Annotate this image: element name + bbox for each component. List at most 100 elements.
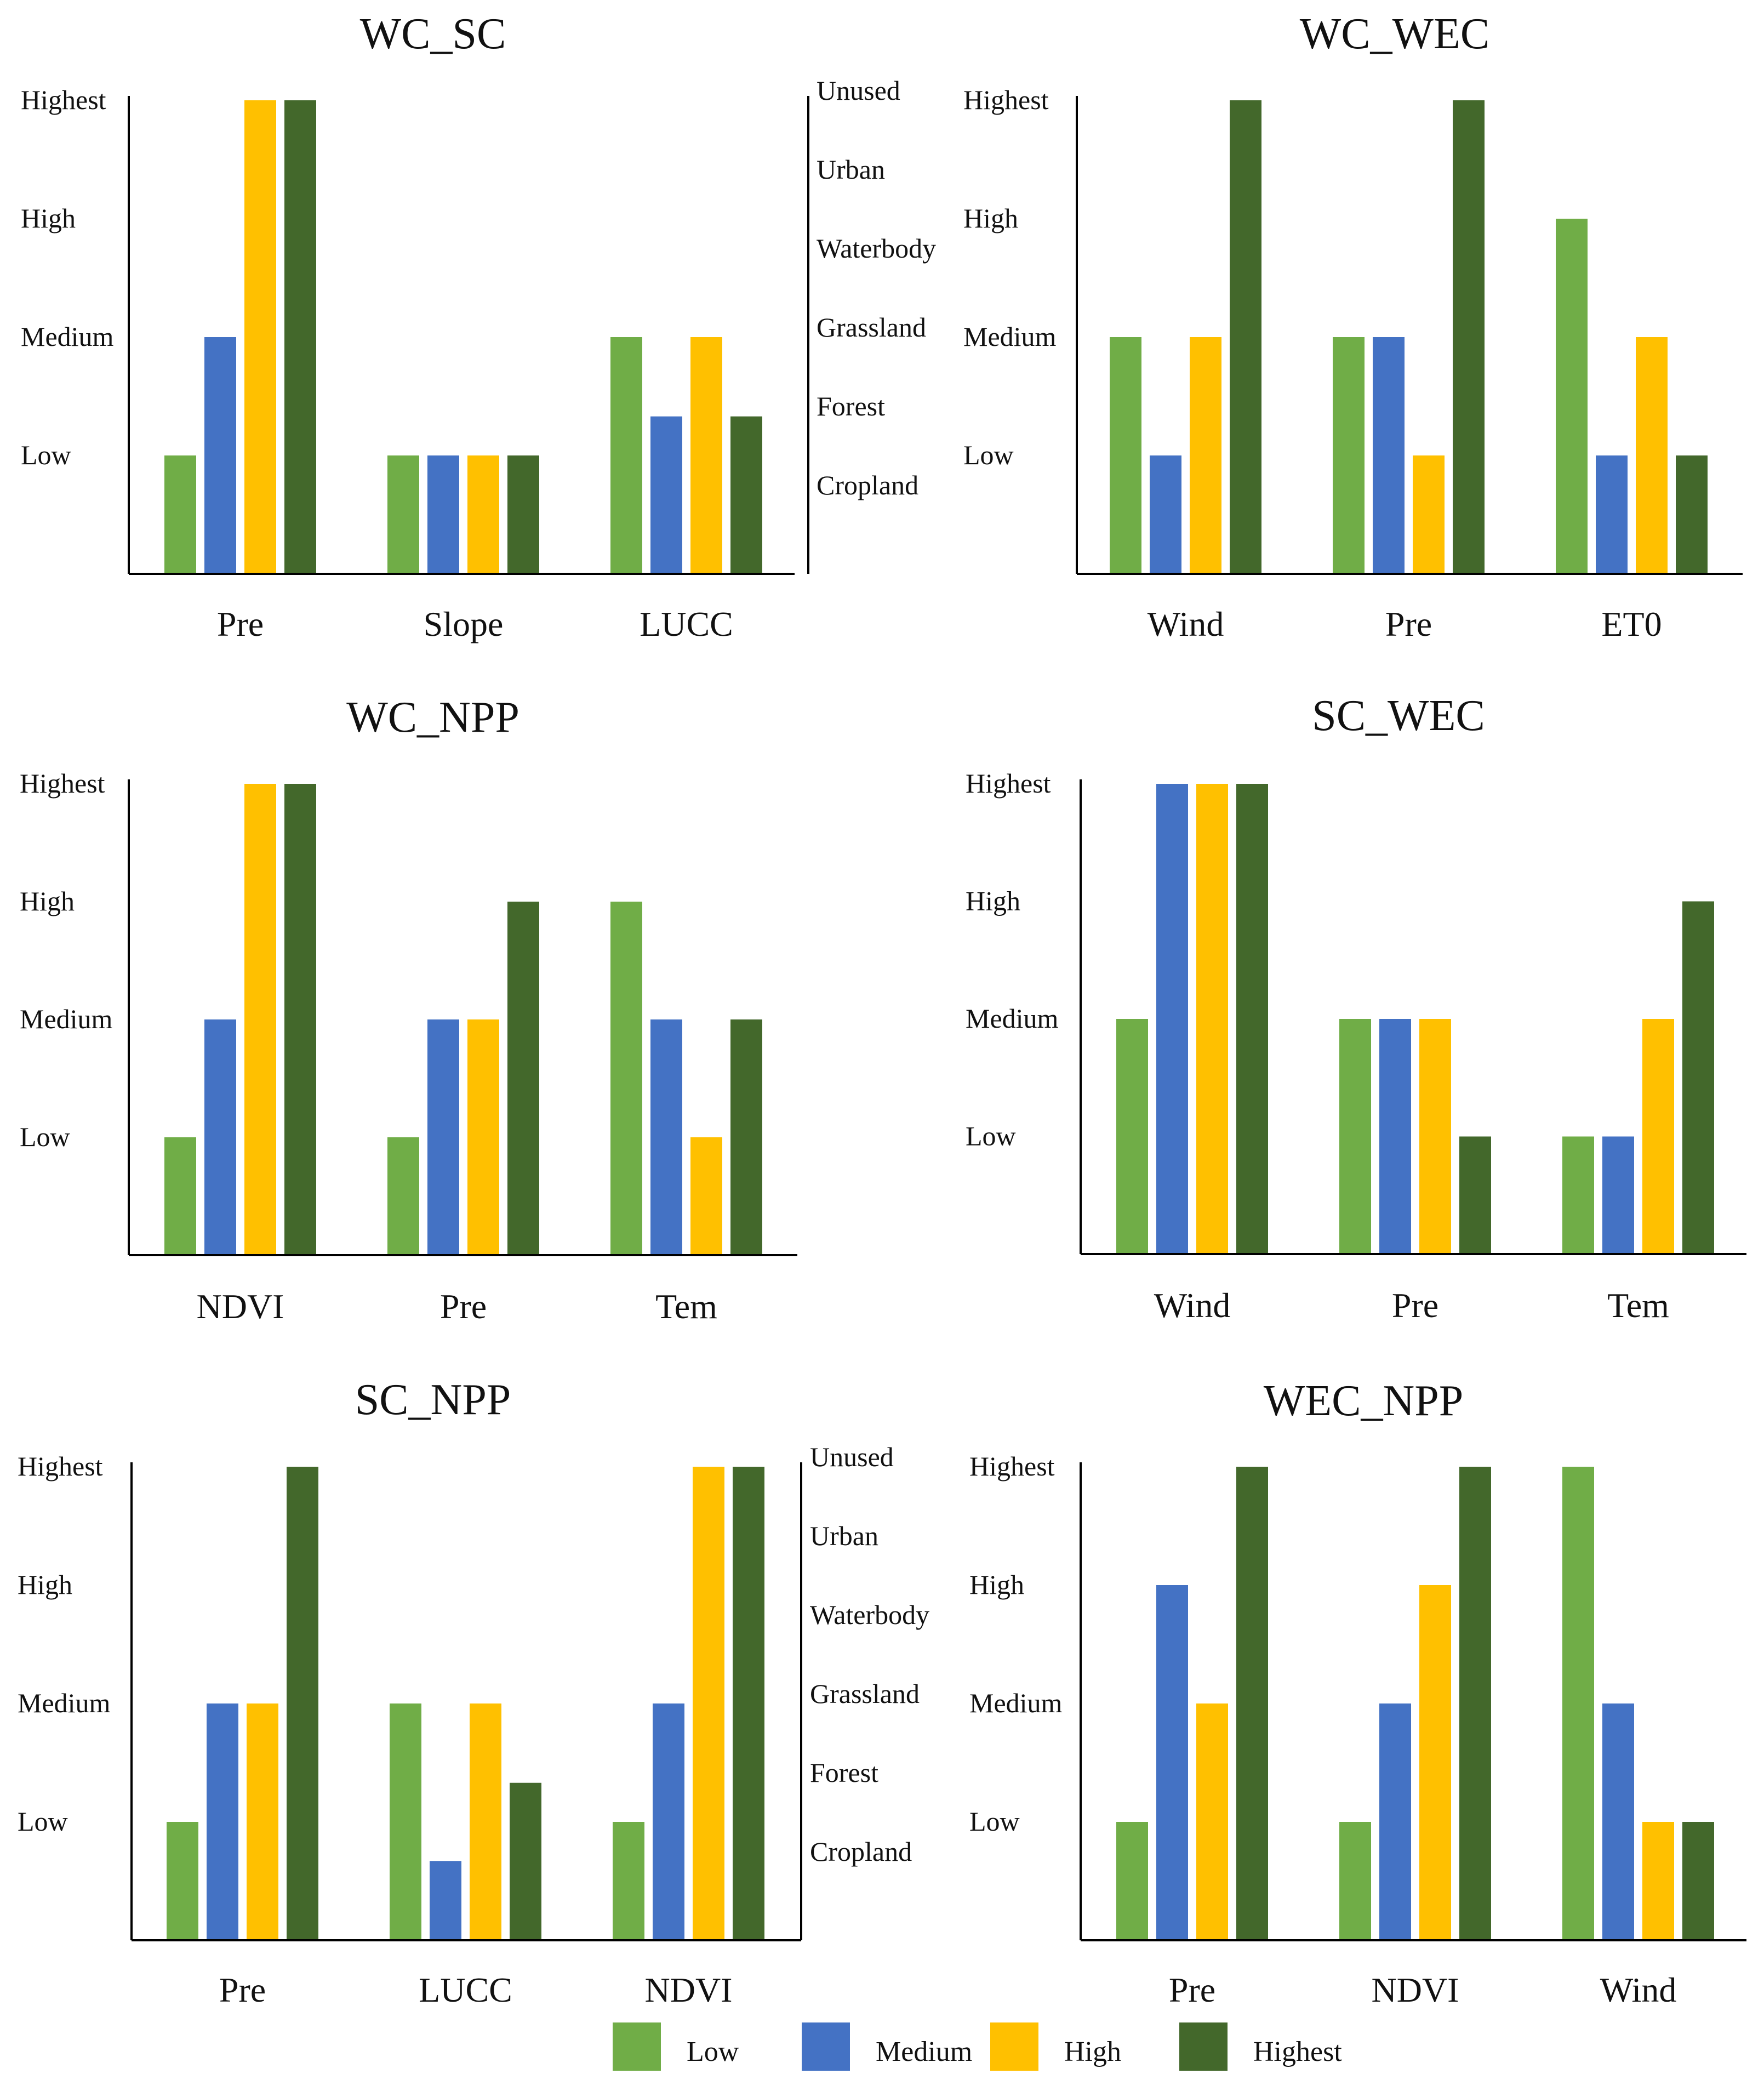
bar-medium-et0 [1596,455,1628,574]
x-tick-label-slope: Slope [424,605,504,643]
right-y-tick-label-urban: Urban [810,1520,878,1551]
bar-highest-pre [1236,1467,1268,1940]
legend-swatch-low [613,2022,661,2071]
bar-highest-lucc [730,416,762,574]
right-y-tick-label-cropland: Cropland [810,1836,912,1867]
y-tick-label-high: High [21,203,76,233]
bar-high-pre [247,1703,278,1940]
legend-swatch-highest [1179,2022,1228,2071]
bar-low-pre [164,455,196,574]
chart-panel-wc-wec: WC_WEC Low Medium High Highest Wind Pre ET0 [963,10,1743,643]
chart-title: SC_WEC [1312,692,1485,740]
x-tick-label-pre: Pre [1392,1286,1438,1325]
y-tick-label-medium: Medium [969,1688,1063,1718]
x-tick-label-lucc: LUCC [419,1970,512,2009]
bar-low-ndvi [164,1137,196,1255]
bar-low-tem [610,902,642,1255]
y-tick-label-medium: Medium [966,1003,1059,1034]
right-y-tick-label-waterbody: Waterbody [810,1599,929,1630]
bar-medium-pre [1373,337,1405,574]
y-tick-label-low: Low [21,440,71,470]
bar-highest-et0 [1676,455,1708,574]
y-tick-label-highest: Highest [20,768,105,799]
legend-label-low: Low [687,2036,739,2067]
bar-highest-pre [507,902,539,1255]
x-tick-label-ndvi: NDVI [645,1970,733,2009]
y-tick-label-high: High [969,1569,1024,1600]
right-y-tick-label-grassland: Grassland [817,312,926,343]
bar-high-wind [1196,784,1228,1254]
bar-medium-lucc [650,416,682,574]
bar-low-et0 [1556,219,1588,574]
bar-low-ndvi [613,1822,644,1940]
bar-medium-wind [1150,455,1181,574]
bar-high-lucc [690,337,722,574]
bar-highest-wind [1236,784,1268,1254]
bar-highest-tem [1682,901,1714,1254]
bar-high-et0 [1636,337,1668,574]
x-tick-label-wind: Wind [1600,1970,1677,2009]
bar-medium-pre [427,1019,459,1255]
chart-title: WC_SC [360,10,506,58]
bar-low-wind [1562,1467,1594,1940]
bar-medium-pre [1156,1585,1188,1940]
legend: Low Medium High Highest [613,2022,1342,2071]
bar-medium-tem [650,1019,682,1255]
x-tick-label-lucc: LUCC [640,605,733,643]
bar-highest-pre [287,1467,318,1940]
y-tick-label-low: Low [18,1806,68,1837]
chart-panel-wec-npp: WEC_NPP Low Medium High Highest Pre NDVI Wind [969,1377,1746,2009]
right-y-tick-label-grassland: Grassland [810,1678,920,1709]
bar-high-pre [1196,1703,1228,1940]
chart-title: WC_NPP [346,693,520,742]
y-tick-label-low: Low [963,440,1014,470]
bar-low-pre [1339,1019,1371,1254]
bar-high-ndvi [1419,1585,1451,1940]
right-y-tick-label-waterbody: Waterbody [817,233,936,264]
y-tick-label-medium: Medium [963,321,1057,352]
x-tick-label-pre: Pre [217,605,264,643]
bar-high-wind [1642,1822,1674,1940]
chart-title: WC_WEC [1300,10,1490,58]
legend-label-high: High [1064,2036,1121,2067]
bar-medium-lucc [430,1861,461,1940]
bar-low-lucc [390,1703,421,1940]
y-tick-label-highest: Highest [21,84,106,115]
bar-highest-wind [1682,1822,1714,1940]
y-tick-label-low: Low [969,1806,1020,1837]
bar-medium-slope [427,455,459,574]
x-tick-label-wind: Wind [1148,605,1224,643]
y-tick-label-highest: Highest [966,768,1051,799]
x-tick-label-ndvi: NDVI [197,1287,284,1326]
right-y-tick-label-urban: Urban [817,154,885,185]
bar-high-pre [1419,1019,1451,1254]
y-tick-label-low: Low [20,1121,70,1152]
bar-medium-tem [1602,1136,1634,1254]
right-y-tick-label-unused: Unused [810,1442,894,1472]
y-tick-label-medium: Medium [20,1004,113,1034]
bar-medium-wind [1602,1703,1634,1940]
chart-panel-sc-wec: SC_WEC Low Medium High Highest Wind Pre Tem [966,692,1746,1325]
bar-low-wind [1110,337,1141,574]
bar-highest-ndvi [733,1467,764,1940]
bar-highest-pre [1453,100,1485,574]
bar-highest-pre [284,100,316,574]
legend-label-medium: Medium [876,2036,972,2067]
y-tick-label-highest: Highest [969,1451,1055,1482]
bar-low-tem [1562,1136,1594,1254]
bar-low-wind [1116,1019,1148,1254]
right-y-tick-label-unused: Unused [817,75,900,106]
bar-high-pre [1413,455,1445,574]
bar-highest-wind [1230,100,1261,574]
x-tick-label-pre: Pre [440,1287,487,1326]
bar-medium-pre [207,1703,238,1940]
right-y-tick-label-cropland: Cropland [817,470,918,500]
bar-high-slope [467,455,499,574]
bar-high-pre [467,1019,499,1255]
bar-high-ndvi [244,784,276,1255]
bar-high-tem [1642,1019,1674,1254]
x-tick-label-wind: Wind [1154,1286,1231,1325]
y-tick-label-high: High [963,203,1018,233]
y-tick-label-highest: Highest [18,1451,103,1482]
